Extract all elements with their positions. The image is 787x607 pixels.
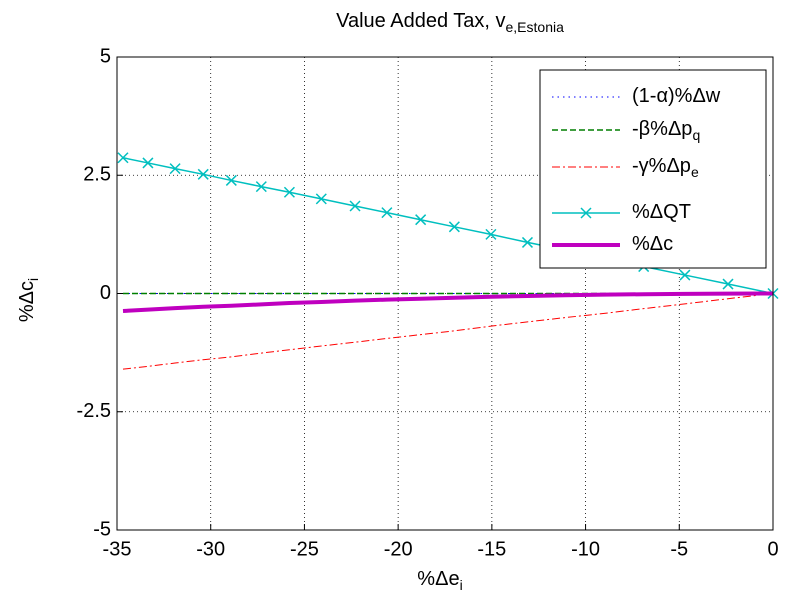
legend-label: -β%Δpq bbox=[632, 118, 700, 142]
legend-marker bbox=[580, 207, 592, 219]
y-tick-label: -2.5 bbox=[77, 400, 111, 422]
legend-label-main: -γ%Δp bbox=[632, 155, 691, 177]
marker bbox=[349, 200, 361, 212]
x-tick-label: -15 bbox=[477, 538, 506, 560]
legend-label-main: (1-α)%Δw bbox=[632, 85, 721, 107]
axes-box bbox=[116, 56, 774, 531]
x-tick-label: 0 bbox=[767, 538, 778, 560]
y-tick-label: 2.5 bbox=[83, 164, 111, 186]
legend-box bbox=[539, 69, 767, 269]
legend-label-main: %ΔQT bbox=[632, 201, 691, 223]
x-tick-label: -25 bbox=[290, 538, 319, 560]
marker bbox=[283, 186, 295, 198]
marker bbox=[485, 228, 497, 240]
marker bbox=[722, 278, 734, 290]
chart-title: Value Added Tax, ve,Estonia bbox=[336, 10, 564, 34]
marker bbox=[679, 269, 691, 281]
legend-label-main: %Δc bbox=[632, 233, 673, 255]
y-axis-label-sub: i bbox=[25, 278, 41, 281]
legend-label: (1-α)%Δw bbox=[632, 85, 721, 107]
x-axis-label-sub: i bbox=[460, 577, 463, 593]
x-tick-label: -20 bbox=[384, 538, 413, 560]
x-tick-label: -5 bbox=[670, 538, 688, 560]
marker bbox=[142, 157, 154, 169]
chart-title-main: Value Added Tax, v bbox=[336, 10, 505, 32]
legend-label-sub: e bbox=[691, 164, 699, 180]
marker bbox=[381, 207, 393, 219]
y-tick-label: 5 bbox=[100, 45, 111, 67]
x-tick-label: -10 bbox=[571, 538, 600, 560]
y-axis-label: %Δci bbox=[16, 278, 40, 322]
y-tick-label: 0 bbox=[100, 282, 111, 304]
marker bbox=[117, 152, 129, 164]
x-tick-label: -35 bbox=[103, 538, 132, 560]
marker bbox=[521, 236, 533, 248]
series-line bbox=[122, 291, 774, 313]
marker bbox=[225, 174, 237, 186]
x-tick-label: -30 bbox=[196, 538, 225, 560]
legend-label: -γ%Δpe bbox=[632, 155, 699, 179]
series-line bbox=[122, 293, 774, 370]
marker bbox=[169, 163, 181, 175]
marker bbox=[415, 214, 427, 226]
marker bbox=[315, 193, 327, 205]
x-axis-label-main: %Δe bbox=[417, 568, 459, 590]
marker bbox=[255, 181, 267, 193]
legend-label-main: -β%Δp bbox=[632, 118, 692, 140]
y-axis-label-main: %Δc bbox=[16, 281, 38, 322]
marker bbox=[197, 168, 209, 180]
legend-label-sub: q bbox=[692, 127, 700, 143]
legend-label: %ΔQT bbox=[632, 201, 691, 223]
y-tick-label: -5 bbox=[93, 518, 111, 540]
chart-title-sub: e,Estonia bbox=[506, 19, 565, 35]
marker bbox=[448, 221, 460, 233]
legend-label: %Δc bbox=[632, 233, 673, 255]
x-axis-label: %Δei bbox=[417, 568, 462, 592]
